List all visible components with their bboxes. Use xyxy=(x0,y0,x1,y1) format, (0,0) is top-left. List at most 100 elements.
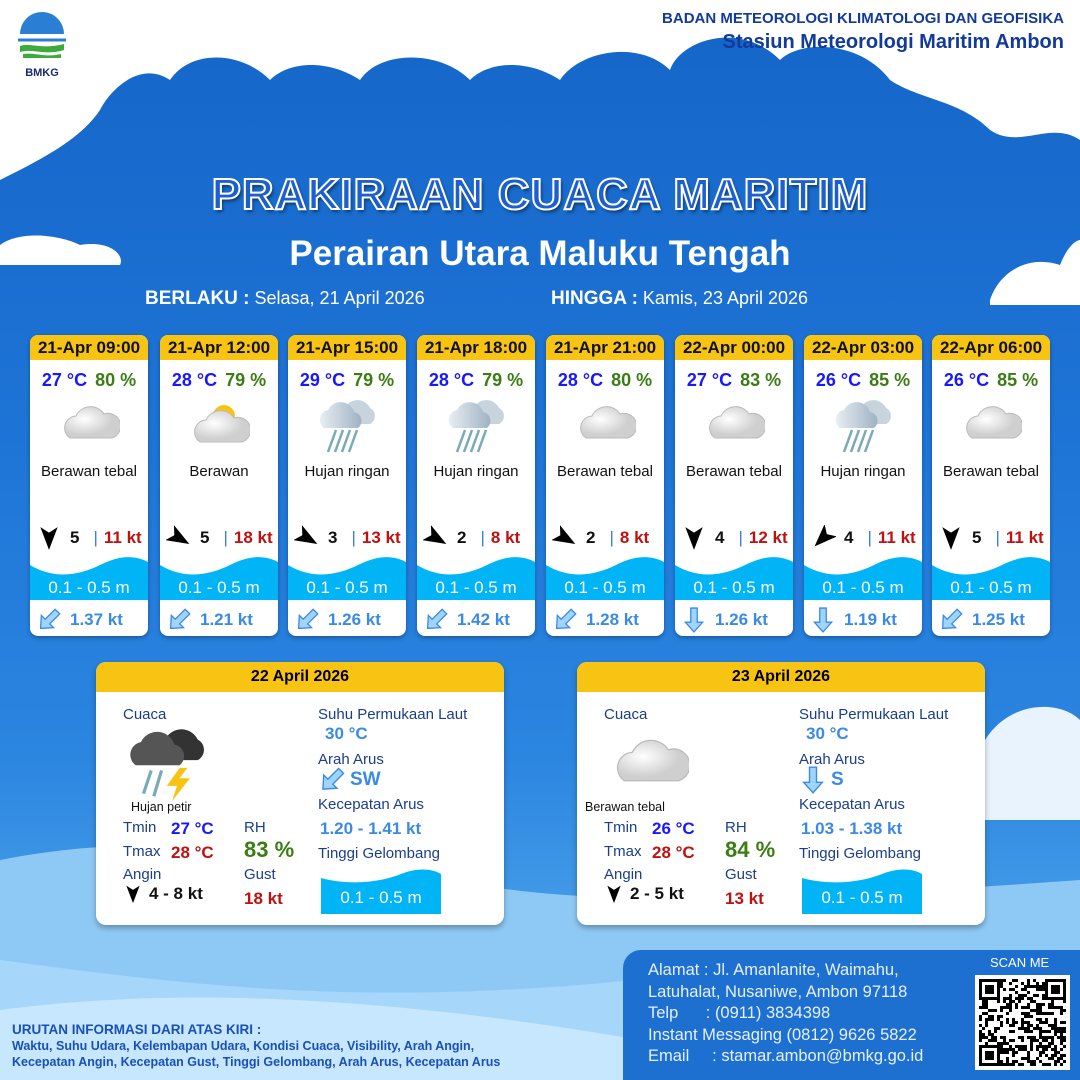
current-speed-range: 1.03 - 1.38 kt xyxy=(801,819,903,838)
weather-condition: Berawan tebal xyxy=(41,463,137,480)
wave-height: 0.1 - 0.5 m xyxy=(178,578,260,597)
email: Email : stamar.ambon@bmkg.go.id xyxy=(648,1047,924,1065)
light-rain-icon xyxy=(288,391,406,459)
overcast-cloud-icon xyxy=(675,391,793,459)
org-name: BADAN METEOROLOGI KLIMATOLOGI DAN GEOFIS… xyxy=(662,10,1064,27)
wind-speed: 4 xyxy=(715,528,725,547)
weather-condition: Berawan tebal xyxy=(943,463,1039,480)
wind-range: 4 - 8 kt xyxy=(149,884,203,903)
wind-speed: 5 xyxy=(200,528,210,547)
daily-wind: 2 - 5 kt xyxy=(604,884,684,904)
weather-label: Cuaca xyxy=(604,706,648,723)
station-name: Stasiun Meteorologi Maritim Ambon xyxy=(722,31,1065,53)
weather-condition: Berawan tebal xyxy=(686,463,782,480)
wave-height: 0.1 - 0.5 m xyxy=(821,888,903,907)
light-rain-icon xyxy=(417,391,535,459)
current-direction-icon xyxy=(683,607,705,633)
wave-shape xyxy=(321,869,441,914)
wind-direction-icon xyxy=(423,525,447,544)
forecast-card: 21-Apr 21:00 28 °C 80 % Berawan tebal 2 | 8 kt… xyxy=(546,335,664,636)
current-direction-icon xyxy=(39,608,61,630)
wave-shape xyxy=(160,557,278,600)
wave-shape xyxy=(932,557,1050,600)
wave-shape xyxy=(417,557,535,600)
contact-info: Alamat : Jl. Amanlanite, Waimahu, Latuha… xyxy=(648,960,923,1068)
gust-value: 18 kt xyxy=(244,889,283,908)
wave-height: 0.1 - 0.5 m xyxy=(822,578,904,597)
gust-label: Gust xyxy=(725,866,757,883)
valid-from-value: Selasa, 21 April 2026 xyxy=(254,288,425,308)
wind-direction-icon xyxy=(607,885,621,904)
wave-height: 0.1 - 0.5 m xyxy=(435,578,517,597)
wave-height: 0.1 - 0.5 m xyxy=(950,578,1032,597)
current-speed: 1.42 kt xyxy=(457,610,510,629)
overcast-cloud-icon xyxy=(30,391,148,459)
partly-cloudy-icon xyxy=(160,391,278,459)
forecast-time: 21-Apr 18:00 xyxy=(417,335,535,360)
current-direction-icon xyxy=(297,608,319,630)
current-speed: 1.26 kt xyxy=(715,610,768,629)
current-direction-icon xyxy=(426,608,448,630)
current-dir_label: Arah Arus xyxy=(318,751,384,768)
current-speed-range: 1.20 - 1.41 kt xyxy=(320,819,422,838)
wind-speed: 5 xyxy=(972,528,982,547)
forecast-card: 22-Apr 00:00 27 °C 83 % Berawan tebal 4 | 12 k… xyxy=(675,335,793,636)
valid-to-label: HINGGA : xyxy=(551,288,638,309)
overcast-cloud-icon xyxy=(546,391,664,459)
gust-label: Gust xyxy=(244,866,276,883)
weather-condition: Berawan tebal xyxy=(557,463,653,480)
current-direction-icon xyxy=(941,608,963,630)
wind-speed: 2 xyxy=(457,528,467,547)
instant-messaging: Instant Messaging (0812) 9626 5822 xyxy=(648,1025,917,1044)
temperature: 27 °C xyxy=(41,370,88,390)
current-speed: 1.37 kt xyxy=(70,610,123,629)
note-title: URUTAN INFORMASI DARI ATAS KIRI : xyxy=(12,1022,262,1037)
daily-summary-panel: 22 April 2026 Cuaca Hujan petir Tmin 27 °C Tm… xyxy=(96,662,504,925)
forecast-time: 21-Apr 12:00 xyxy=(160,335,278,360)
wave-height: 0.1 - 0.5 m xyxy=(48,578,130,597)
humidity: 79 % xyxy=(353,370,395,390)
weather-condition: Hujan ringan xyxy=(820,463,906,480)
overcast-cloud-icon xyxy=(932,391,1050,459)
current-speed: 1.21 kt xyxy=(200,610,253,629)
wave-height: 0.1 - 0.5 m xyxy=(564,578,646,597)
forecast-time: 21-Apr 21:00 xyxy=(546,335,664,360)
rh-value: 83 % xyxy=(244,837,295,862)
forecast-card: 22-Apr 03:00 26 °C 85 % Hujan ringan 4 | 11 kt… xyxy=(804,335,922,636)
wind-label: Angin xyxy=(123,866,162,883)
sst-value: 30 °C xyxy=(806,724,849,743)
daily-date: 23 April 2026 xyxy=(577,662,985,692)
gust-speed: 8 kt xyxy=(619,528,650,547)
current-speed: 1.28 kt xyxy=(586,610,639,629)
valid-to-value: Kamis, 23 April 2026 xyxy=(642,288,809,308)
wind-speed: 5 xyxy=(70,528,80,547)
wave-label: Tinggi Gelombang xyxy=(318,845,441,862)
tmin-label: Tmin xyxy=(123,819,157,836)
humidity: 79 % xyxy=(482,370,524,390)
weather-condition: Hujan ringan xyxy=(304,463,390,480)
tmax-value: 28 °C xyxy=(652,843,695,862)
page-subtitle: Perairan Utara Maluku Tengah xyxy=(289,234,791,273)
wind-direction-icon xyxy=(126,885,140,904)
valid-from: BERLAKU : Selasa, 21 April 2026 xyxy=(145,288,425,310)
daily-current-dir: SW xyxy=(318,766,381,794)
light-rain-icon xyxy=(804,391,922,459)
daily-summary-panel: 23 April 2026 Cuaca Berawan tebal Tmin 26 °C… xyxy=(577,662,985,925)
sst-label: Suhu Permukaan Laut xyxy=(799,706,949,723)
tmax-label: Tmax xyxy=(123,843,161,860)
gust-speed: 13 kt xyxy=(361,528,401,547)
current-dir_label: Arah Arus xyxy=(799,751,865,768)
current-direction-icon xyxy=(322,767,345,790)
wave-height: 0.1 - 0.5 m xyxy=(693,578,775,597)
wave-shape xyxy=(804,557,922,600)
gust-speed: 11 kt xyxy=(877,528,916,547)
humidity: 85 % xyxy=(997,370,1039,390)
forecast-card: 21-Apr 12:00 28 °C 79 % Berawan 5 | 18 kt 0.1 -… xyxy=(160,335,278,636)
current-direction-icon xyxy=(812,607,834,633)
note-line: Waktu, Suhu Udara, Kelembapan Udara, Kon… xyxy=(12,1039,475,1053)
weather: Hujan petir xyxy=(131,800,192,814)
forecast-time: 21-Apr 15:00 xyxy=(288,335,406,360)
temperature: 26 °C xyxy=(943,370,990,390)
current-direction-icon xyxy=(802,766,824,794)
qr-code[interactable] xyxy=(975,975,1070,1070)
